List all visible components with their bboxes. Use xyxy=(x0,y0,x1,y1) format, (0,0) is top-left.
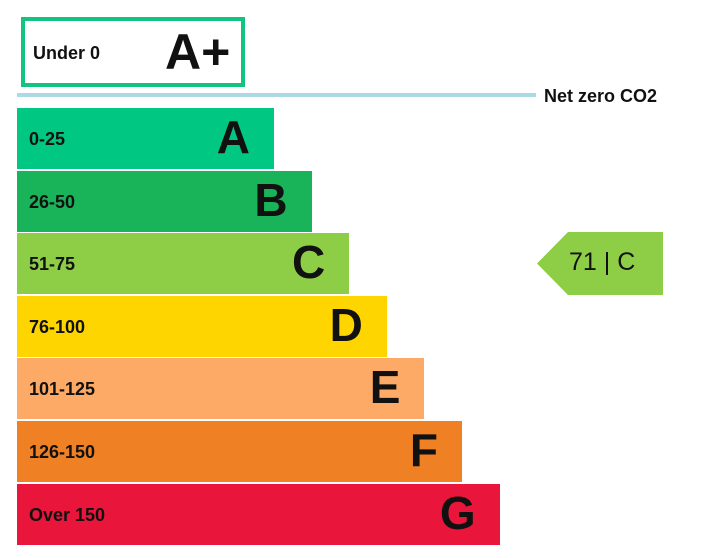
rating-band-letter: D xyxy=(329,298,363,351)
current-rating-letter: C xyxy=(617,248,636,276)
current-rating-arrow xyxy=(537,232,663,295)
rating-band-g: Over 150 G xyxy=(17,483,500,545)
rating-band-d: 76-100 D xyxy=(17,295,387,357)
rating-band-range: 51-75 xyxy=(29,254,76,275)
current-rating-separator: | xyxy=(603,248,611,276)
rating-band-letter: E xyxy=(369,361,401,414)
rating-band-a: 0-25 A xyxy=(17,108,274,169)
net-zero-label: Net zero CO2 xyxy=(544,86,658,106)
current-rating-value: 71 xyxy=(569,248,597,276)
rating-band-letter: C xyxy=(291,236,326,289)
rating-band-range: 76-100 xyxy=(29,316,86,337)
top-rating-range: Under 0 xyxy=(33,43,101,63)
rating-band-range: Over 150 xyxy=(29,504,106,525)
rating-band-letter: F xyxy=(409,424,438,476)
net-zero-line xyxy=(17,93,536,97)
rating-band-range: 26-50 xyxy=(29,191,76,212)
rating-band-range: 101-125 xyxy=(29,379,96,400)
rating-band-e: 101-125 E xyxy=(17,358,425,420)
current-rating-text: 71 | C xyxy=(569,250,635,275)
rating-band-b: 26-50 B xyxy=(17,170,312,232)
top-rating-box: Under 0 A+ xyxy=(21,17,245,87)
rating-band-letter: A xyxy=(216,111,250,163)
current-rating-indicator: 71 | C xyxy=(537,232,663,295)
rating-band-letter: B xyxy=(254,173,288,226)
rating-band-f: 126-150 F xyxy=(17,421,462,482)
top-rating-letter: A+ xyxy=(165,24,231,80)
rating-band-range: 126-150 xyxy=(29,442,96,462)
rating-band-range: 0-25 xyxy=(29,129,66,149)
rating-band-letter: G xyxy=(439,486,476,539)
rating-band-c: 51-75 C xyxy=(17,233,350,295)
